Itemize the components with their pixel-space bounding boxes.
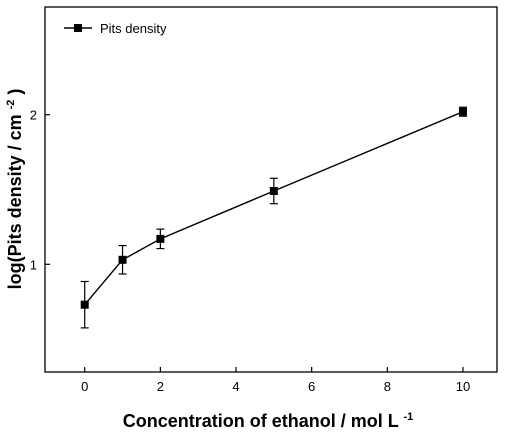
data-point: [118, 255, 127, 264]
legend-marker: [74, 24, 82, 32]
data-point: [156, 234, 165, 243]
y-axis-title: log(Pits density / cm -2 ): [0, 89, 25, 290]
data-point: [269, 186, 278, 195]
x-tick-label: 2: [157, 379, 164, 394]
x-tick-label: 6: [308, 379, 315, 394]
x-tick-label: 10: [456, 379, 470, 394]
legend: Pits density: [64, 21, 167, 36]
x-tick-label: 4: [232, 379, 239, 394]
data-point: [80, 300, 89, 309]
x-axis-ticks: 0 2 4 6 8 10: [81, 367, 470, 394]
y-tick-label: 2: [30, 108, 37, 123]
x-axis-title-superscript: -1: [403, 411, 413, 423]
series-line: [84, 111, 464, 306]
y-axis-title-superscript: -2: [5, 100, 17, 110]
data-markers: [80, 107, 467, 309]
x-axis-title-text: Concentration of ethanol / mol L: [123, 411, 399, 431]
y-axis-title-text: log(Pits density / cm: [5, 114, 25, 289]
series-lines: [84, 111, 464, 306]
y-tick-label: 1: [30, 257, 37, 272]
legend-label: Pits density: [100, 21, 167, 36]
x-axis-title: Concentration of ethanol / mol L -1: [123, 411, 413, 431]
y-axis-title-close: ): [5, 89, 25, 95]
x-tick-label: 0: [81, 379, 88, 394]
plot-frame: [44, 6, 498, 373]
error-bars: [80, 106, 467, 329]
data-point: [458, 107, 467, 116]
x-tick-label: 8: [384, 379, 391, 394]
y-axis-ticks: 12: [30, 108, 50, 272]
